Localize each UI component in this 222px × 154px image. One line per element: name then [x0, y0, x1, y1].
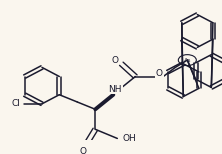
- Text: As: As: [184, 58, 191, 63]
- Text: OH: OH: [123, 134, 136, 143]
- Text: O: O: [156, 69, 163, 78]
- Text: Cl: Cl: [12, 99, 20, 108]
- Text: NH: NH: [109, 85, 122, 94]
- Text: O: O: [80, 147, 87, 154]
- Text: O: O: [112, 56, 119, 65]
